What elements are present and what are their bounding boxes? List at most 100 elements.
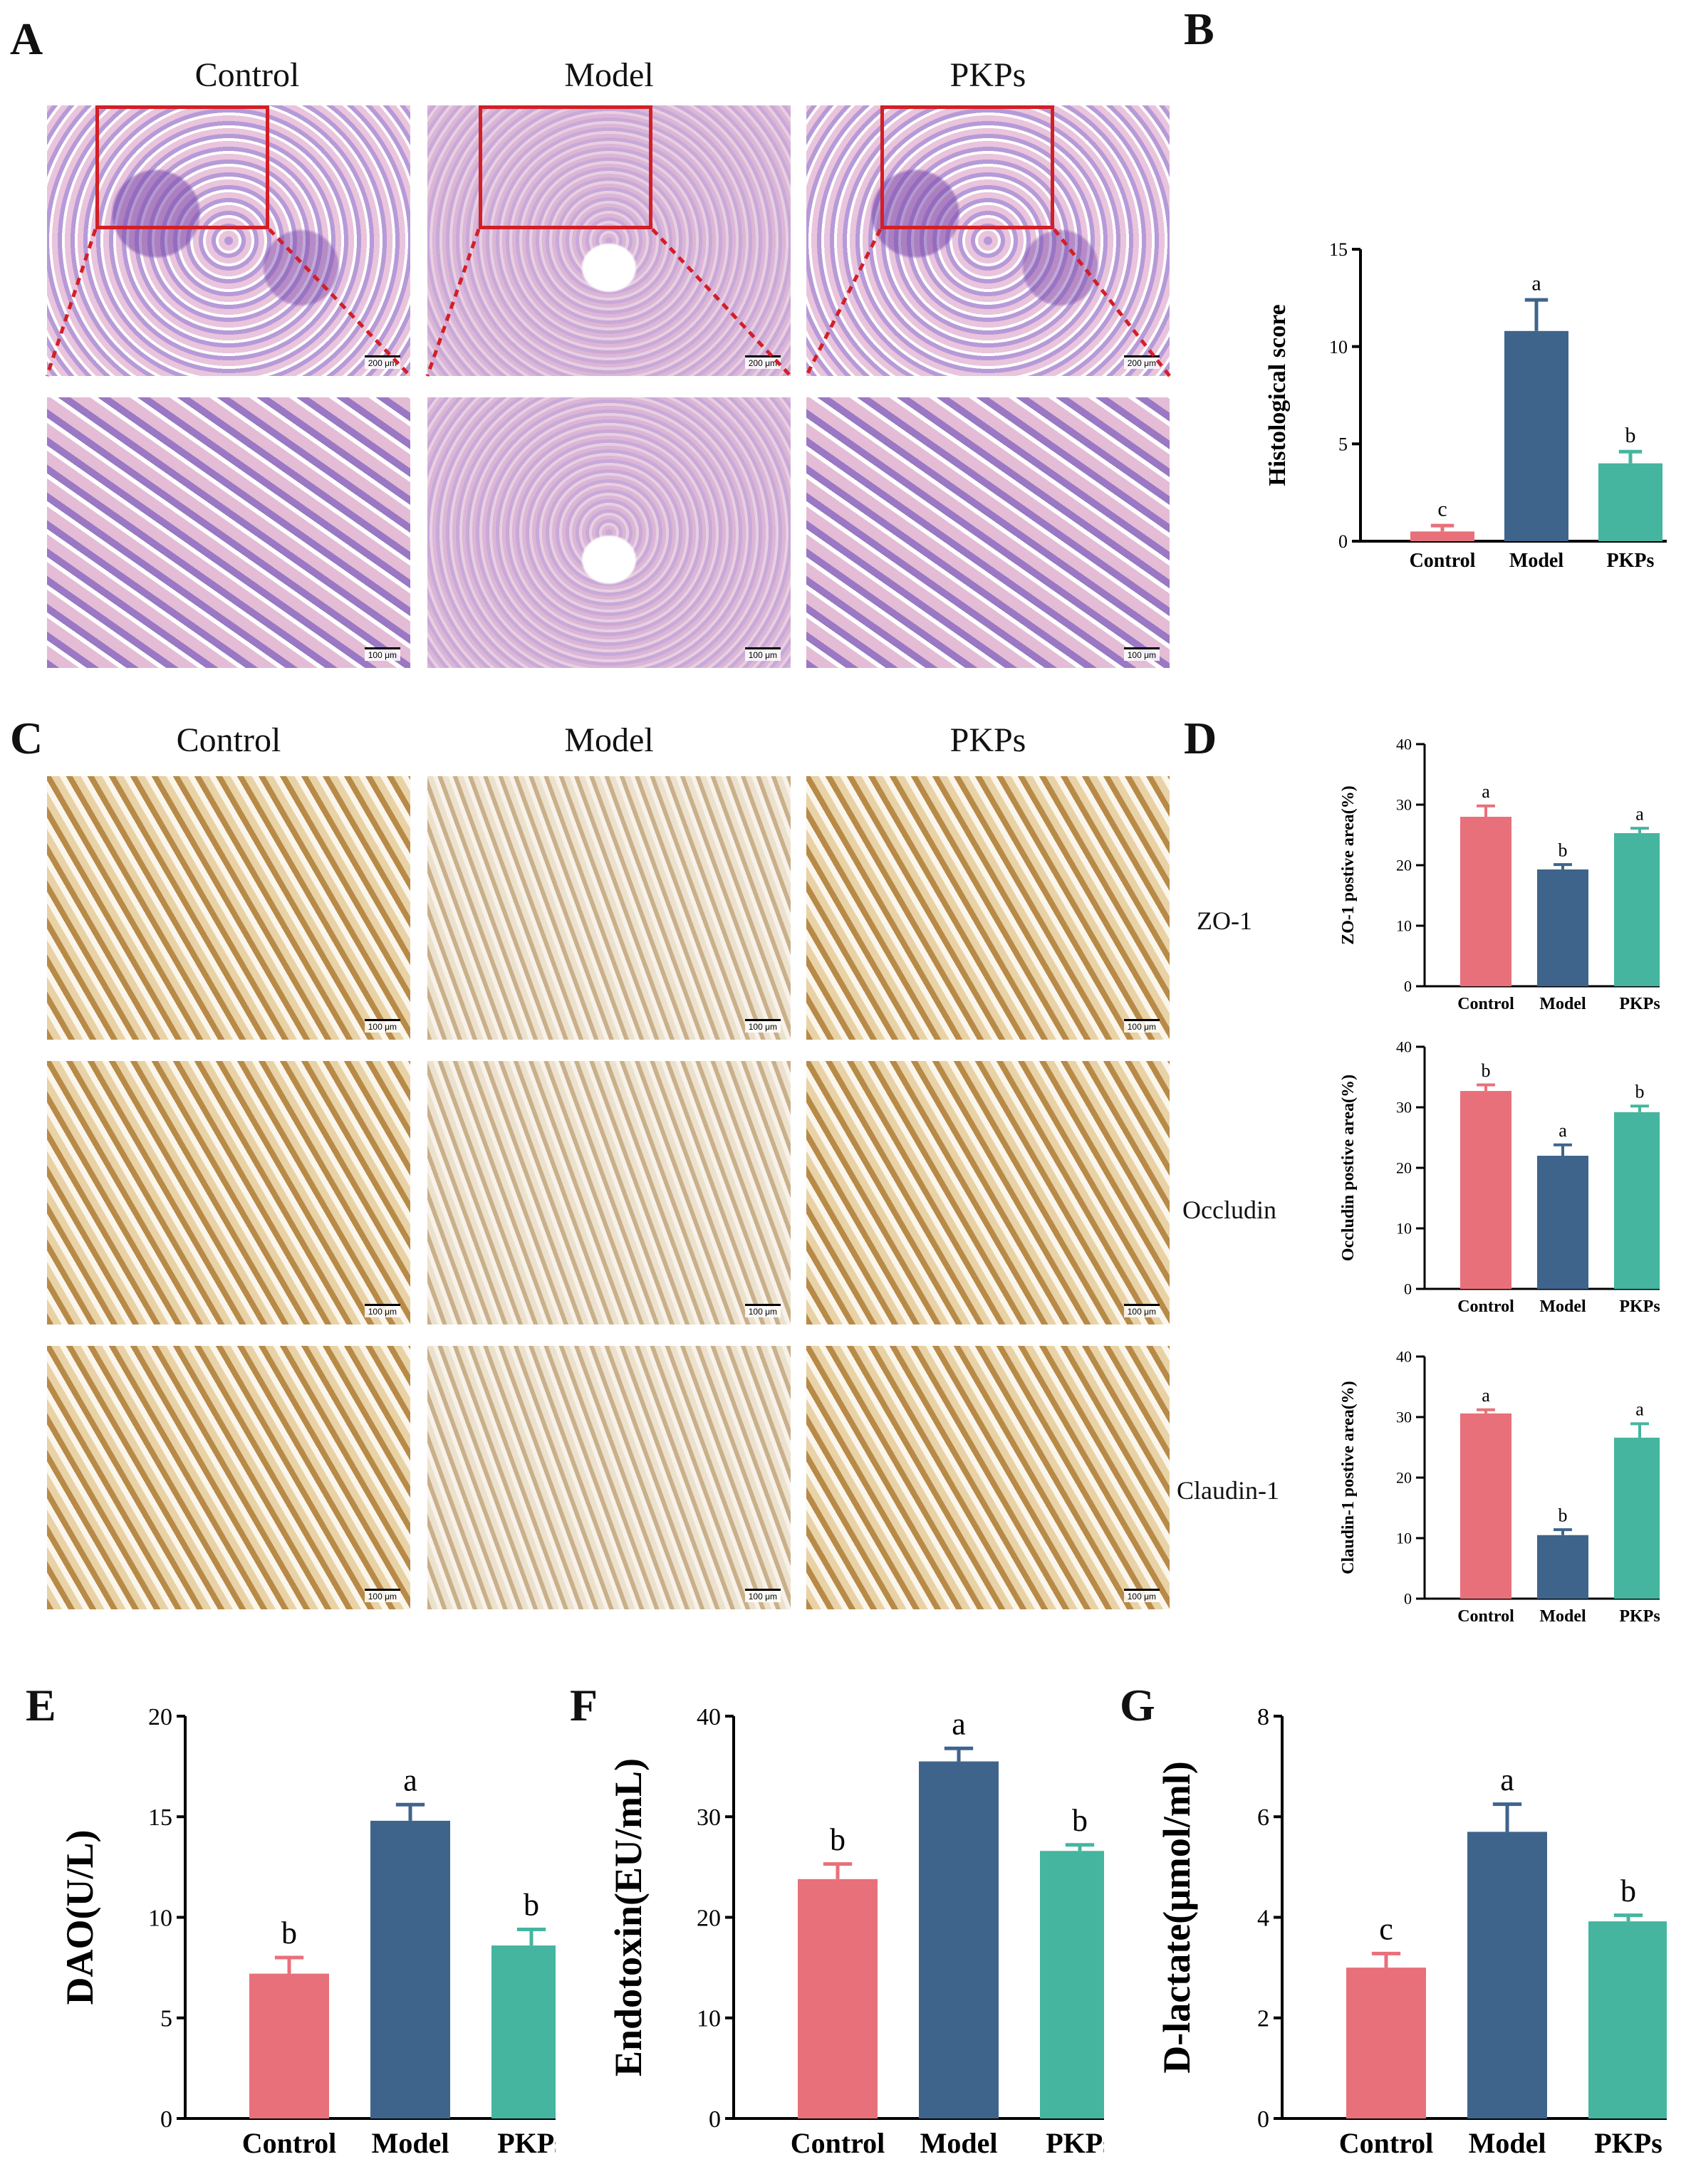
y-tick-label: 10 xyxy=(697,2006,721,2032)
bar-model xyxy=(1467,1832,1547,2118)
scale-bar: 100 μm xyxy=(364,647,400,661)
significance-letter: b xyxy=(1620,1874,1636,1908)
significance-letter: b xyxy=(830,1822,845,1857)
ihc-occludin-pkps-image: 100 μm xyxy=(806,1061,1170,1324)
y-axis-label: ZO-1 postive area(%) xyxy=(1339,785,1358,945)
chart-e-dao: 0 5 10 15 20 DAO(U/L) b Control a Model b PKPs xyxy=(58,1704,556,2159)
y-tick-label: 30 xyxy=(1396,1409,1412,1426)
ihc-occludin-model-image: 100 μm xyxy=(427,1061,791,1324)
bar-control xyxy=(249,1973,329,2118)
significance-letter: b xyxy=(1558,1505,1568,1525)
x-category-label: Control xyxy=(1410,550,1476,572)
significance-letter: b xyxy=(1482,1060,1491,1081)
x-category-label: Model xyxy=(920,2127,998,2159)
y-tick-label: 30 xyxy=(1396,1099,1412,1117)
significance-letter: c xyxy=(1379,1912,1393,1947)
y-tick-label: 4 xyxy=(1257,1905,1269,1931)
bar-control xyxy=(1346,1968,1426,2118)
panel-letter-c: C xyxy=(10,713,43,763)
he-pkps-overview-image: 200 μm xyxy=(806,105,1170,376)
scale-bar: 200 μm xyxy=(744,355,781,369)
bar-control xyxy=(1410,531,1474,541)
y-tick-label: 0 xyxy=(1338,531,1348,552)
panel-a-title-control: Control xyxy=(194,56,300,94)
ihc-occludin-control-image: 100 μm xyxy=(47,1061,410,1324)
y-tick-label: 40 xyxy=(697,1704,721,1730)
scale-bar: 100 μm xyxy=(744,1304,781,1317)
scale-bar: 100 μm xyxy=(364,1304,400,1317)
bar-pkps xyxy=(1040,1851,1104,2118)
bar-control xyxy=(1460,1413,1511,1599)
ihc-claudin1-model-image: 100 μm xyxy=(427,1346,791,1609)
significance-letter: a xyxy=(1482,781,1490,802)
panel-a-title-model: Model xyxy=(564,56,654,94)
scale-bar: 100 μm xyxy=(1123,647,1160,661)
panel-c-title-model: Model xyxy=(564,721,654,759)
scale-bar: 100 μm xyxy=(744,1589,781,1602)
chart-d-zo1: 0 10 20 30 40 ZO-1 postive area(%) a Control b Mo… xyxy=(1339,736,1660,1013)
bar-control xyxy=(798,1879,878,2118)
y-tick-label: 6 xyxy=(1257,1804,1269,1831)
panel-letter-f: F xyxy=(570,1680,598,1730)
zoom-region-box xyxy=(479,105,652,229)
y-tick-label: 10 xyxy=(1396,917,1412,935)
panel-a-title-pkps: PKPs xyxy=(949,56,1026,94)
panel-letter-b: B xyxy=(1184,4,1214,54)
chart-d-claudin1: 0 10 20 30 40 Claudin-1 postive area(%) a Contr… xyxy=(1339,1348,1660,1626)
y-axis-label: Endotoxin(EU/mL) xyxy=(607,1758,650,2076)
significance-letter: a xyxy=(1635,1399,1644,1420)
y-tick-label: 5 xyxy=(160,2006,172,2032)
zoom-region-box xyxy=(95,105,269,229)
x-category-label: PKPs xyxy=(1046,2127,1104,2159)
y-axis-label: Occludin postive area(%) xyxy=(1339,1075,1358,1261)
x-category-label: PKPs xyxy=(1619,995,1660,1013)
y-tick-label: 0 xyxy=(160,2106,172,2133)
zoom-region-box xyxy=(880,105,1054,229)
y-tick-label: 20 xyxy=(1396,857,1412,874)
y-tick-label: 5 xyxy=(1338,434,1348,454)
x-category-label: PKPs xyxy=(1619,1297,1660,1316)
significance-letter: c xyxy=(1437,498,1447,521)
significance-letter: a xyxy=(1635,803,1644,824)
y-axis-label: Claudin-1 postive area(%) xyxy=(1339,1381,1358,1574)
bar-model xyxy=(370,1820,450,2118)
scale-bar: 100 μm xyxy=(1123,1019,1160,1033)
y-tick-label: 30 xyxy=(697,1804,721,1831)
chart-b-histological-score: 0 5 10 15 Histological score c Control a Model b P… xyxy=(1264,239,1667,572)
y-tick-label: 40 xyxy=(1396,736,1412,753)
y-tick-label: 40 xyxy=(1396,1348,1412,1366)
row-label-occludin: Occludin xyxy=(1182,1196,1276,1224)
bar-model xyxy=(1537,869,1588,986)
he-pkps-zoom-image: 100 μm xyxy=(806,397,1170,668)
chart-d-occludin: 0 10 20 30 40 Occludin postive area(%) b Contro… xyxy=(1339,1038,1660,1316)
row-label-claudin1: Claudin-1 xyxy=(1177,1476,1279,1505)
y-tick-label: 2 xyxy=(1257,2006,1269,2032)
x-category-label: Control xyxy=(1457,995,1514,1013)
bar-pkps xyxy=(491,1945,556,2118)
ihc-claudin1-control-image: 100 μm xyxy=(47,1346,410,1609)
x-category-label: PKPs xyxy=(1619,1607,1660,1626)
significance-letter: b xyxy=(524,1888,539,1923)
bar-model xyxy=(919,1761,999,2118)
bar-model xyxy=(1504,330,1568,541)
bar-pkps xyxy=(1614,1112,1660,1289)
scale-bar: 100 μm xyxy=(364,1019,400,1033)
y-tick-label: 20 xyxy=(148,1704,172,1730)
panel-letter-d: D xyxy=(1184,713,1217,763)
x-category-label: Control xyxy=(1457,1607,1514,1626)
scale-bar: 100 μm xyxy=(744,647,781,661)
he-model-overview-image: 200 μm xyxy=(427,105,791,376)
bar-pkps xyxy=(1598,463,1662,541)
y-tick-label: 10 xyxy=(1396,1530,1412,1547)
zoom-connector-lines xyxy=(45,228,1171,377)
x-category-label: Control xyxy=(1339,2127,1434,2159)
x-category-label: Model xyxy=(1509,550,1563,572)
y-tick-label: 30 xyxy=(1396,796,1412,814)
ihc-zo1-pkps-image: 100 μm xyxy=(806,776,1170,1040)
chart-f-endotoxin: 0 10 20 30 40 Endotoxin(EU/mL) b Control a Model b… xyxy=(607,1704,1104,2159)
bar-pkps xyxy=(1614,832,1660,986)
y-tick-label: 0 xyxy=(1404,1590,1412,1608)
y-tick-label: 10 xyxy=(148,1905,172,1931)
panel-letter-e: E xyxy=(26,1680,56,1730)
x-category-label: Control xyxy=(1457,1297,1514,1316)
